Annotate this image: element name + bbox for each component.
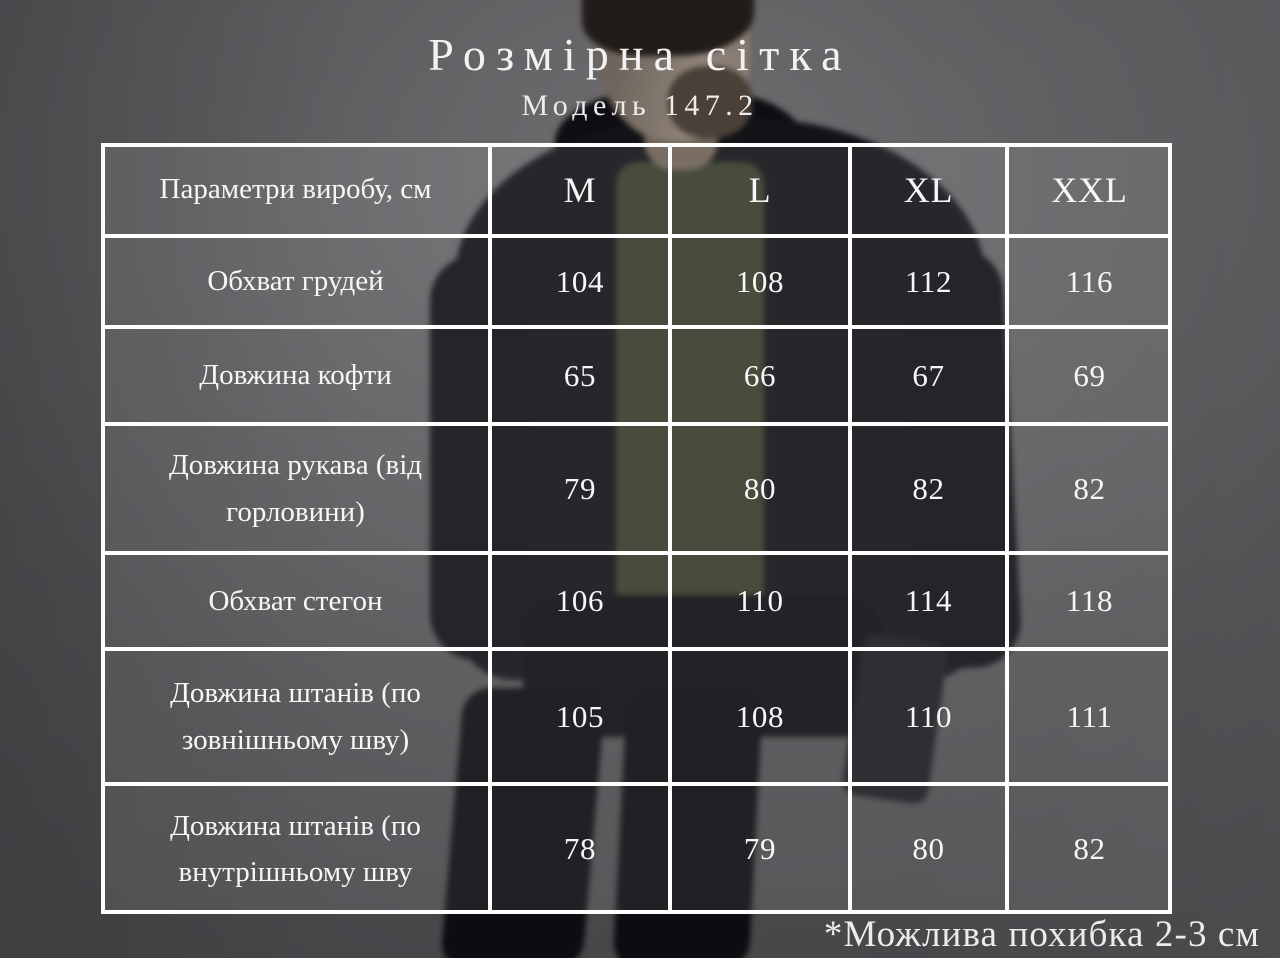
size-value-cell: 110 (904, 698, 953, 734)
size-value-cell: 114 (904, 583, 953, 618)
size-value-cell: 67 (912, 357, 945, 393)
beard-shape (668, 66, 752, 138)
row-label: Обхват грудей (207, 265, 384, 298)
size-value-cell: 104 (555, 263, 605, 299)
size-value-cell: 78 (563, 831, 597, 866)
size-value-cell: 65 (563, 357, 597, 393)
size-value-cell: 110 (736, 583, 784, 618)
size-value-cell: 82 (1073, 470, 1106, 506)
size-value-cell: 82 (1073, 831, 1106, 866)
row-label: Довжина кофти (199, 359, 392, 392)
heading: Розмірна сітка Модель 147.2 (0, 28, 1280, 123)
size-value-cell: 80 (912, 831, 945, 866)
size-value-cell: 118 (1065, 583, 1114, 618)
page-title: Розмірна сітка (428, 29, 852, 80)
row-label: Довжина штанів (по зовнішньому шву) (170, 677, 421, 756)
size-value-cell: 82 (912, 470, 945, 506)
header-size-m: M (563, 169, 597, 210)
size-value-cell: 79 (743, 831, 777, 866)
size-value-cell: 106 (555, 583, 605, 618)
header-size-xxl: XXL (1051, 169, 1128, 210)
model-subtitle: Модель 147.2 (521, 89, 759, 122)
size-value-cell: 79 (563, 470, 597, 506)
size-value-cell: 66 (743, 357, 777, 393)
row-label: Обхват стегон (208, 584, 383, 617)
tolerance-footnote: *Можлива похибка 2-3 см (823, 914, 1260, 955)
size-value-cell: 108 (735, 263, 785, 299)
header-size-xl: XL (903, 169, 954, 210)
row-label: Довжина рукава (від горловини) (168, 449, 423, 528)
header-parameters-cell: Параметри виробу, см (159, 173, 432, 206)
size-value-cell: 111 (1066, 698, 1113, 734)
size-value-cell: 80 (743, 470, 777, 506)
left-sleeve-shape (430, 255, 528, 660)
header-size-l: L (748, 169, 772, 210)
size-value-cell: 105 (555, 698, 605, 734)
row-label: Довжина штанів (по внутрішньому шву (170, 809, 421, 888)
size-value-cell: 108 (735, 698, 785, 734)
size-table: Параметри виробу, см M L XL XXL Обхват г… (101, 143, 1172, 914)
size-value-cell: 69 (1073, 357, 1106, 393)
shirt-shape (616, 162, 764, 634)
size-value-cell: 112 (904, 263, 953, 299)
size-value-cell: 116 (1065, 263, 1114, 299)
